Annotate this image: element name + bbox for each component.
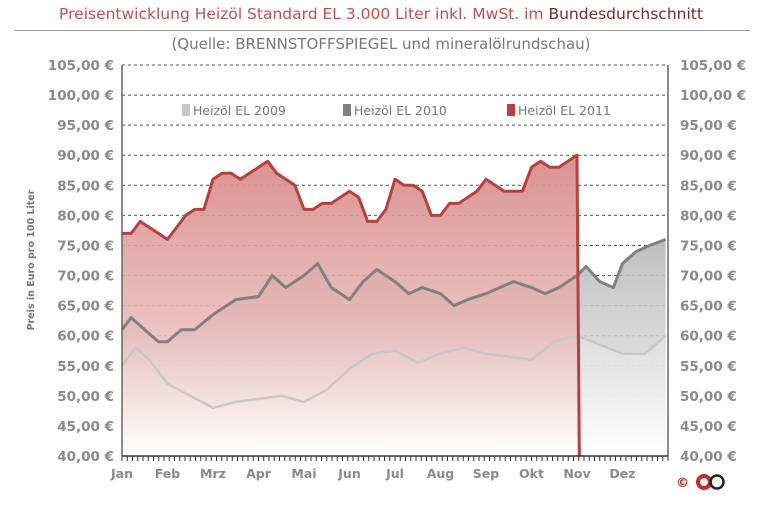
series-line-1 xyxy=(120,237,667,344)
chart-title-suffix: Bundesdurchschnitt xyxy=(548,5,703,23)
series-line-2 xyxy=(122,153,581,457)
y-tick-label-right: 75,00 € xyxy=(680,238,737,254)
y-tick-label-right: 60,00 € xyxy=(680,329,737,345)
logo: © xyxy=(676,474,725,491)
y-tick-label-right: 45,00 € xyxy=(680,419,737,435)
y-tick-label: 55,00 € xyxy=(57,359,114,375)
y-axis-left: 40,00 € 45,00 € 50,00 € 55,00 € 60,00 € 65,00… xyxy=(48,58,114,465)
y-tick-label-right: 65,00 € xyxy=(680,299,737,315)
legend-label-2: Heizöl EL 2011 xyxy=(518,103,611,118)
y-tick-label-right: 95,00 € xyxy=(680,118,737,134)
chart-title: Preisentwicklung Heizöl Standard EL 3.00… xyxy=(0,5,762,23)
legend-swatch-2 xyxy=(507,104,515,116)
chart-subtitle: (Quelle: BRENNSTOFFSPIEGEL und mineralöl… xyxy=(171,35,591,53)
y-tick-label: 100,00 € xyxy=(48,88,114,104)
x-tick-label: Sep xyxy=(473,466,499,481)
y-tick-label: 90,00 € xyxy=(57,148,114,164)
x-tick-label: Feb xyxy=(155,466,181,481)
series-areas xyxy=(122,155,666,456)
x-tick-label: Nov xyxy=(563,466,590,481)
x-tick-label: Jan xyxy=(110,466,133,481)
legend-label-0: Heizöl EL 2009 xyxy=(193,103,286,118)
y-tick-label-right: 100,00 € xyxy=(680,88,746,104)
y-tick-label: 95,00 € xyxy=(57,118,114,134)
y-tick-label: 85,00 € xyxy=(57,178,114,194)
y-tick-label: 80,00 € xyxy=(57,208,114,224)
x-axis: Jan Feb Mrz Apr Mai Jun Jul Aug Sep Okt Nov Dez xyxy=(110,466,636,481)
x-tick-label: Mai xyxy=(291,466,316,481)
axes xyxy=(121,65,669,461)
y-tick-label-right: 70,00 € xyxy=(680,269,737,285)
logo-circle-inner xyxy=(700,478,708,486)
y-tick-label-right: 105,00 € xyxy=(680,58,746,74)
y-tick-label-right: 80,00 € xyxy=(680,208,737,224)
legend-label-1: Heizöl EL 2010 xyxy=(354,103,447,118)
y-tick-label-right: 85,00 € xyxy=(680,178,737,194)
y-tick-label: 65,00 € xyxy=(57,299,114,315)
x-tick-label: Okt xyxy=(519,466,544,481)
y-axis-label: Preis in Euro pro 100 Liter xyxy=(26,189,37,330)
y-tick-label-right: 50,00 € xyxy=(680,389,737,405)
x-tick-label: Apr xyxy=(246,466,272,481)
legend-swatch-1 xyxy=(343,104,351,116)
x-tick-label: Jun xyxy=(337,466,360,481)
y-tick-label: 50,00 € xyxy=(57,389,114,405)
series-lines xyxy=(120,153,667,457)
logo-circle-dark xyxy=(709,474,725,490)
y-tick-label: 60,00 € xyxy=(57,329,114,345)
y-tick-label: 75,00 € xyxy=(57,238,114,254)
x-tick-label: Dez xyxy=(609,466,635,481)
y-tick-label-right: 40,00 € xyxy=(680,449,737,465)
chart-title-main: Preisentwicklung Heizöl Standard EL 3.00… xyxy=(59,5,544,23)
x-tick-label: Jul xyxy=(385,466,404,481)
legend-swatch-0 xyxy=(182,104,190,116)
copyright-symbol: © xyxy=(676,476,689,491)
series-area-2 xyxy=(122,155,580,456)
y-tick-label: 70,00 € xyxy=(57,269,114,285)
y-axis-right: 40,00 € 45,00 € 50,00 € 55,00 € 60,00 € 65,00… xyxy=(680,58,746,465)
title-divider xyxy=(14,30,750,31)
series-line-0 xyxy=(121,334,667,410)
y-tick-label: 45,00 € xyxy=(57,419,114,435)
y-tick-label: 40,00 € xyxy=(57,449,114,465)
y-tick-label-right: 55,00 € xyxy=(680,359,737,375)
x-tick-label: Aug xyxy=(427,466,455,481)
y-tick-label: 105,00 € xyxy=(48,58,114,74)
y-tick-label-right: 90,00 € xyxy=(680,148,737,164)
legend: Heizöl EL 2009 Heizöl EL 2010 Heizöl EL 20… xyxy=(182,103,611,118)
x-tick-label: Mrz xyxy=(200,466,226,481)
